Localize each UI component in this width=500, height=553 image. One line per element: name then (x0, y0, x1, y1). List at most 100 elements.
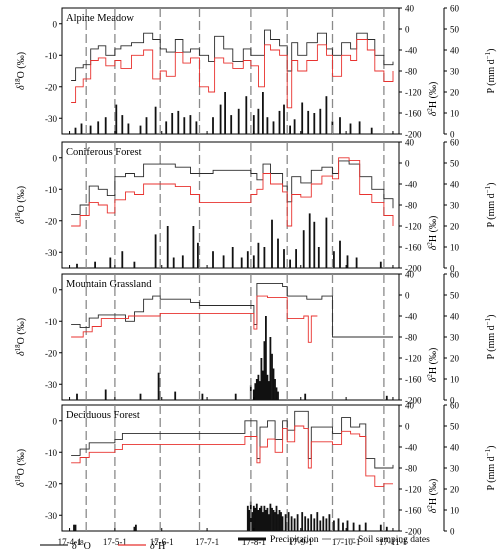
precip-bar (240, 257, 243, 268)
mid-tick-label: -120 (405, 485, 422, 495)
precip-bar (275, 505, 278, 531)
precip-bar (245, 96, 248, 134)
left-tick-label: 0 (53, 416, 58, 426)
precip-bar (74, 127, 77, 134)
precip-bar (201, 393, 204, 400)
right-tick-label: 10 (450, 243, 460, 253)
mid-tick-label: -160 (405, 375, 422, 385)
mid-tick-label: -200 (405, 264, 422, 274)
left-tick-label: -20 (45, 216, 57, 226)
precip-bar (385, 395, 388, 400)
precip-bar (94, 261, 96, 268)
precip-bar (263, 505, 266, 531)
panel-mountain-grassland: Mountain Grassland 0 -10 -20 -30 40 0 -40 -80 -12… (14, 270, 497, 406)
precip-bar (135, 524, 137, 531)
right-tick-label: 0 (450, 396, 455, 406)
precip-bar (171, 113, 174, 134)
x-tick-label: 17-8-1 (242, 537, 266, 547)
mid-tick-label: -40 (405, 312, 417, 322)
right-tick-label: 0 (450, 264, 455, 274)
precip-bar (275, 387, 278, 400)
precip-bar (301, 102, 304, 134)
left-axis-label: δ18O (‰) (14, 449, 27, 487)
precip-bar (355, 257, 358, 268)
precip-bar (115, 104, 118, 134)
precip-bar (272, 510, 275, 531)
mid-tick-label: -160 (405, 243, 422, 253)
precip-bar (139, 125, 142, 134)
left-axis-label: δ18O (‰) (14, 318, 27, 356)
precip-bar (266, 117, 269, 134)
legend-h2-label: δ2H (150, 539, 165, 552)
right-tick-label: 0 (450, 130, 455, 140)
mid-tick-label: -120 (405, 88, 422, 98)
precip-bar (271, 507, 273, 531)
precip-bar (313, 221, 316, 268)
precip-bar (385, 526, 388, 531)
x-tick-label: 17-9-1 (289, 537, 313, 547)
x-tick-label: 17-5-1 (103, 537, 127, 547)
right-tick-label: 40 (450, 312, 460, 322)
precip-bar (339, 240, 341, 268)
left-tick-label: -10 (45, 448, 57, 458)
precip-bar (254, 383, 257, 400)
precip-bar (272, 368, 275, 400)
precip-bar (337, 518, 340, 531)
precip-bar (257, 510, 260, 531)
precip-bar (251, 512, 254, 531)
precip-bar (310, 514, 313, 531)
precip-bar (197, 242, 199, 268)
legend-o18-label: δ18O (72, 539, 91, 552)
precip-bar (349, 123, 352, 134)
precip-bar (295, 249, 297, 268)
precip-bar (274, 379, 276, 400)
precip-bar (97, 121, 100, 134)
precip-bar (166, 226, 169, 268)
precip-bar (358, 524, 361, 531)
legend: δ18O δ2H Precipitation Soil samping dates (40, 535, 430, 552)
precip-bar (287, 512, 290, 531)
precip-bar (342, 522, 344, 531)
precip-bar (316, 512, 319, 531)
precip-bar (352, 522, 355, 531)
left-tick-label: -20 (45, 348, 57, 358)
precip-bar (272, 121, 275, 134)
precip-bar (237, 108, 240, 134)
right-tick-label: 50 (450, 159, 460, 169)
precip-bar (246, 505, 249, 531)
precip-bar (260, 358, 263, 400)
left-tick-label: 0 (53, 285, 58, 295)
precip-bar (317, 247, 320, 268)
right-tick-label: 20 (450, 88, 460, 98)
mid-tick-label: -200 (405, 130, 422, 140)
x-tick-label: 17-7-1 (195, 537, 219, 547)
precip-bar (252, 255, 255, 268)
precip-bar (301, 512, 304, 531)
right-axis-label: P (mm d−1) (484, 315, 497, 360)
left-axis-label: δ18O (‰) (14, 186, 27, 224)
precip-bar (80, 123, 83, 134)
mid-tick-label: 0 (405, 159, 410, 169)
right-tick-label: 60 (450, 401, 460, 411)
precip-bar (268, 514, 270, 531)
panel-alpine-meadow: Alpine Meadow 0 -10 -20 -30 40 0 -40 -80 -120 -160… (14, 4, 497, 140)
precip-bar (313, 518, 316, 531)
precip-bar (252, 505, 255, 531)
precip-bar (328, 514, 331, 531)
precip-bar (346, 520, 349, 531)
precip-bar (177, 110, 180, 134)
o18-series-line (71, 29, 394, 81)
precip-bar (379, 524, 382, 531)
left-tick-label: -10 (45, 185, 57, 195)
precip-bar (145, 117, 148, 134)
precip-bar (139, 393, 142, 400)
precip-bar (212, 117, 214, 134)
left-tick-label: -30 (45, 248, 57, 258)
right-axis-label: P (mm d−1) (484, 446, 497, 491)
mid-tick-label: -40 (405, 46, 417, 56)
precip-bar (277, 514, 279, 531)
precip-bar (319, 108, 322, 134)
precip-bar (307, 110, 310, 134)
precip-bar (281, 516, 284, 531)
precip-bar (259, 507, 261, 531)
